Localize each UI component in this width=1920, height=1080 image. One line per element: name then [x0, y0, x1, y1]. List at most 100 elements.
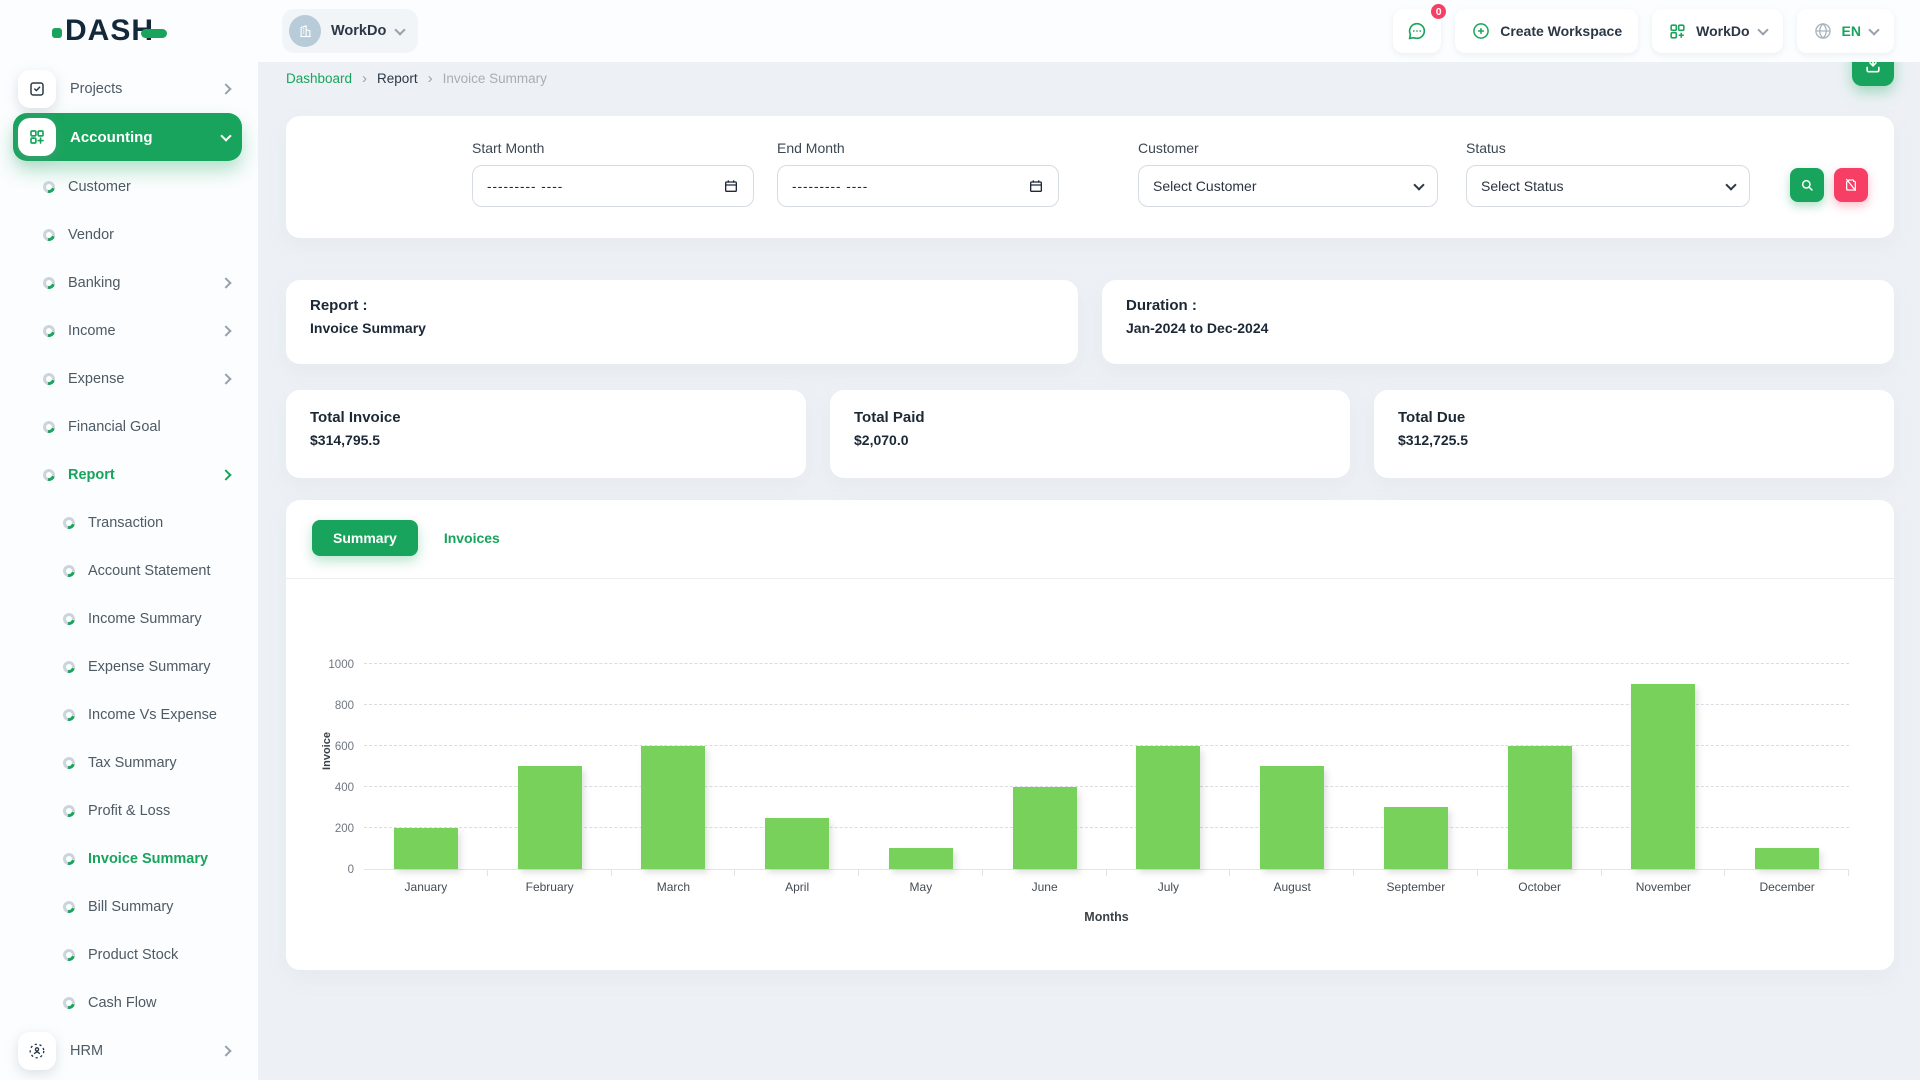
gridline — [364, 786, 1849, 787]
start-month-input[interactable]: --------- ---- — [472, 165, 754, 207]
bullet-icon — [60, 754, 78, 772]
report-info-row: Report : Invoice Summary Duration : Jan-… — [286, 280, 1894, 364]
sidebar-item-product-stock[interactable]: Product Stock — [18, 931, 242, 979]
sidebar-item-profit-loss[interactable]: Profit & Loss — [18, 787, 242, 835]
x-tick-label: January — [404, 880, 448, 894]
x-axis-labels: January February March April May June July Augu… — [364, 880, 1849, 894]
sidebar-item-label: Cash Flow — [88, 995, 157, 1011]
bar-july[interactable] — [1136, 746, 1201, 869]
sidebar-item-income-summary[interactable]: Income Summary — [18, 595, 242, 643]
bar-slot-may — [859, 665, 983, 876]
bar-slot-february — [488, 665, 612, 876]
sidebar-item-accounting[interactable]: Accounting — [13, 113, 242, 161]
bar-september[interactable] — [1383, 807, 1448, 869]
bar-october[interactable] — [1507, 746, 1572, 869]
app-logo[interactable]: DASH — [0, 16, 258, 46]
filter-panel: Start Month --------- ---- End Month ---… — [286, 116, 1894, 238]
bullet-icon — [40, 322, 58, 340]
y-tick-label: 800 — [334, 700, 354, 712]
breadcrumb: Dashboard › Report › Invoice Summary — [286, 71, 547, 86]
reset-filter-button[interactable] — [1834, 168, 1868, 202]
x-tick-label: November — [1635, 880, 1692, 894]
bullet-icon — [60, 658, 78, 676]
sidebar-item-banking[interactable]: Banking — [18, 259, 242, 307]
chevron-right-icon — [220, 373, 232, 385]
report-value: Invoice Summary — [310, 320, 426, 336]
x-tick-label: March — [656, 880, 691, 894]
bar-slot-july — [1107, 665, 1231, 876]
workdo-menu-button[interactable]: WorkDo — [1652, 9, 1783, 53]
sidebar-item-tax-summary[interactable]: Tax Summary — [18, 739, 242, 787]
chevron-down-icon — [1725, 178, 1737, 191]
bar-march[interactable] — [641, 746, 706, 869]
top-bar: DASH WorkDo 0 Create Workspace WorkDo EN — [0, 0, 1920, 62]
bar-february[interactable] — [517, 766, 582, 869]
total-label: Total Due — [1398, 409, 1466, 426]
bar-may[interactable] — [888, 848, 953, 869]
sidebar-item-projects[interactable]: Projects — [18, 65, 242, 113]
sidebar-item-label: Expense Summary — [88, 659, 211, 675]
calendar-icon[interactable] — [1028, 178, 1044, 194]
sidebar-item-bill-summary[interactable]: Bill Summary — [18, 883, 242, 931]
chevron-down-icon — [1868, 23, 1880, 36]
bar-slot-september — [1354, 665, 1478, 876]
end-month-label: End Month — [777, 140, 845, 156]
sidebar-nav: Projects Accounting Customer Vendor Banking I… — [0, 62, 258, 1080]
sidebar-item-vendor[interactable]: Vendor — [18, 211, 242, 259]
bar-january[interactable] — [393, 828, 458, 869]
end-month-input[interactable]: --------- ---- — [777, 165, 1059, 207]
x-tick-label: December — [1759, 880, 1815, 894]
language-selector[interactable]: EN — [1796, 9, 1894, 53]
bar-august[interactable] — [1260, 766, 1325, 869]
sidebar-item-label: Accounting — [70, 128, 153, 146]
tab-invoices[interactable]: Invoices — [440, 520, 504, 556]
bar-april[interactable] — [765, 818, 830, 869]
bar-november[interactable] — [1631, 684, 1696, 869]
sidebar-item-income-vs-expense[interactable]: Income Vs Expense — [18, 691, 242, 739]
duration-value: Jan-2024 to Dec-2024 — [1126, 320, 1269, 336]
x-tick-label: June — [1031, 880, 1058, 894]
sidebar-item-report[interactable]: Report — [18, 451, 242, 499]
totals-row: Total Invoice $314,795.5 Total Paid $2,070.… — [286, 390, 1894, 478]
workspace-switcher[interactable]: WorkDo — [282, 9, 419, 53]
tab-summary[interactable]: Summary — [312, 520, 418, 556]
logo-accent-dot — [52, 28, 62, 38]
building-icon — [299, 24, 311, 37]
customer-select[interactable]: Select Customer — [1138, 165, 1438, 207]
sidebar-item-label: Income Vs Expense — [88, 707, 217, 723]
sidebar-item-hrm[interactable]: HRM — [18, 1027, 242, 1075]
bar-slot-january — [364, 665, 488, 876]
search-button[interactable] — [1790, 168, 1824, 202]
total-card-total-invoice: Total Invoice $314,795.5 — [286, 390, 806, 478]
bar-june[interactable] — [1012, 787, 1077, 869]
bar-slot-august — [1230, 665, 1354, 876]
create-workspace-button[interactable]: Create Workspace — [1455, 9, 1639, 53]
calendar-icon[interactable] — [723, 178, 739, 194]
bar-december[interactable] — [1755, 848, 1820, 869]
sidebar-item-expense-summary[interactable]: Expense Summary — [18, 643, 242, 691]
bar-slot-june — [983, 665, 1107, 876]
bullet-icon — [60, 850, 78, 868]
sidebar-item-invoice-summary[interactable]: Invoice Summary — [18, 835, 242, 883]
sidebar-item-income[interactable]: Income — [18, 307, 242, 355]
bars-layer — [364, 665, 1849, 876]
sidebar-item-customer[interactable]: Customer — [18, 163, 242, 211]
messages-button[interactable]: 0 — [1393, 2, 1449, 53]
breadcrumb-separator: › — [362, 70, 368, 87]
sidebar-item-cash-flow[interactable]: Cash Flow — [18, 979, 242, 1027]
sidebar-item-expense[interactable]: Expense — [18, 355, 242, 403]
breadcrumb-dashboard[interactable]: Dashboard — [286, 71, 353, 86]
workspace-name: WorkDo — [331, 23, 387, 39]
sidebar-item-transaction[interactable]: Transaction — [18, 499, 242, 547]
status-select[interactable]: Select Status — [1466, 165, 1750, 207]
sidebar-item-financial-goal[interactable]: Financial Goal — [18, 403, 242, 451]
topbar-actions: 0 Create Workspace WorkDo EN — [1393, 2, 1894, 53]
bullet-icon — [60, 994, 78, 1012]
bullet-icon — [60, 514, 78, 532]
sidebar-item-account-statement[interactable]: Account Statement — [18, 547, 242, 595]
chevron-right-icon — [220, 83, 232, 95]
bar-slot-october — [1478, 665, 1602, 876]
bar-slot-november — [1602, 665, 1726, 876]
start-month-label: Start Month — [472, 140, 545, 156]
chevron-down-icon — [394, 23, 406, 36]
